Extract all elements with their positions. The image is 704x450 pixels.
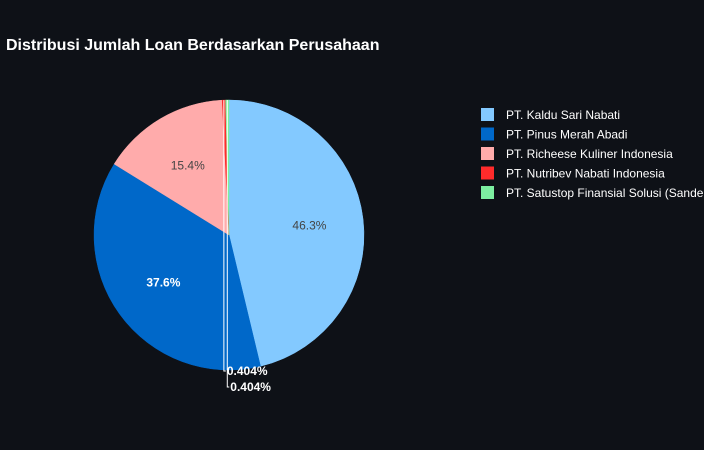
legend-label-4[interactable]: PT. Nutribev Nabati Indonesia <box>506 167 665 181</box>
slice-label-4: 0.404% <box>227 364 268 378</box>
slice-leader-line-4 <box>223 100 226 372</box>
slice-label-5: 0.404% <box>230 380 271 394</box>
slice-leader-line-5 <box>226 100 230 388</box>
pie-slice-2[interactable] <box>93 163 261 371</box>
legend-label-5[interactable]: PT. Satustop Finansial Solusi (Sande <box>506 186 704 200</box>
legend-label-3[interactable]: PT. Richeese Kuliner Indonesia <box>506 147 673 161</box>
slice-label-3: 15.4% <box>171 158 205 172</box>
slice-labels: 46.3% 37.6% 15.4% 0.404% 0.404% <box>146 100 327 394</box>
pie-slice-3[interactable] <box>113 99 230 236</box>
legend: PT. Kaldu Sari Nabati PT. Pinus Merah Aba… <box>481 108 704 200</box>
pie-slices <box>93 99 365 371</box>
legend-swatch-4[interactable] <box>481 166 494 180</box>
slice-label-1: 46.3% <box>292 218 326 232</box>
pie-slice-1[interactable] <box>228 99 365 367</box>
slice-label-2: 37.6% <box>146 275 180 289</box>
legend-swatch-2[interactable] <box>481 127 494 141</box>
legend-swatch-3[interactable] <box>481 147 494 160</box>
legend-label-1[interactable]: PT. Kaldu Sari Nabati <box>506 108 620 122</box>
chart-title: Distribusi Jumlah Loan Berdasarkan Perus… <box>6 37 379 54</box>
legend-label-2[interactable]: PT. Pinus Merah Abadi <box>506 128 627 142</box>
legend-swatch-1[interactable] <box>481 108 494 121</box>
legend-swatch-5[interactable] <box>481 186 494 199</box>
